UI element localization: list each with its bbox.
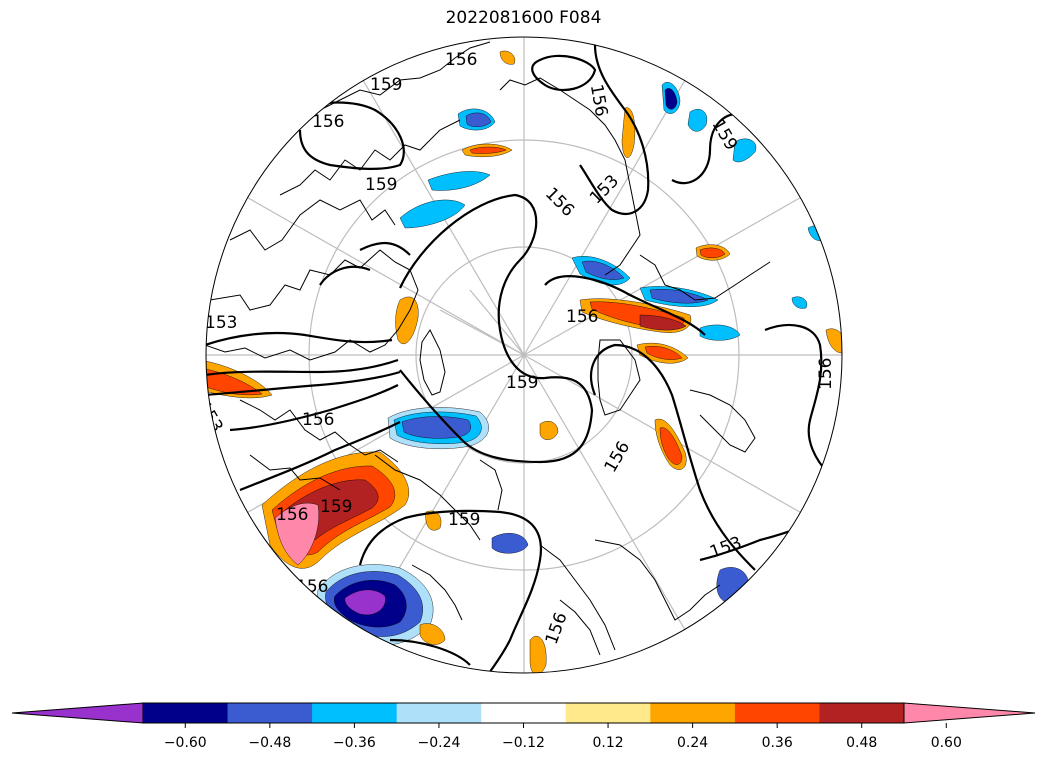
graticule [206,37,842,673]
colorbar-frame [142,702,905,724]
colorbar-bin [650,703,736,723]
svg-text:153: 153 [205,313,237,333]
svg-text:156: 156 [312,112,344,132]
colorbar-tick-label: −0.12 [502,735,545,751]
colorbar-tick-label: 0.36 [762,735,793,751]
polar-map: 156 159 156 159 156 153 159 156 153 156 … [205,36,843,674]
colorbar-bin [143,703,229,723]
colorbar-tick-label: −0.24 [417,735,460,751]
colorbar-bin [396,703,482,723]
svg-text:156: 156 [276,505,308,525]
height-contours [206,44,831,673]
colorbar-bin [227,703,313,723]
map-boundary [205,36,843,674]
svg-text:159: 159 [365,175,397,195]
svg-text:159: 159 [506,373,538,393]
svg-text:159: 159 [370,75,402,95]
colorbar-bin [481,703,567,723]
colorbar-bin [565,703,651,723]
colorbar-tick-label: 0.12 [592,735,623,751]
colorbar-bin [312,703,398,723]
colorbar-tick-label: 0.60 [931,735,962,751]
svg-text:159: 159 [448,510,480,530]
colorbar-tick-label: −0.48 [248,735,291,751]
colorbar-under-triangle [11,702,144,724]
svg-text:159: 159 [320,497,352,517]
colorbar-over-triangle [903,702,1036,724]
svg-text:156: 156 [445,50,477,70]
colorbar-tick-label: 0.24 [677,735,708,751]
colorbar-bin [819,703,905,723]
colorbar-tick-label: −0.60 [164,735,207,751]
svg-text:156: 156 [816,358,836,390]
svg-text:156: 156 [302,410,334,430]
colorbar-tick-label: −0.36 [333,735,376,751]
svg-text:156: 156 [296,577,328,597]
colorbar-bin [734,703,820,723]
shaded-field [206,50,842,673]
map-title: 2022081600 F084 [445,8,602,28]
svg-text:156: 156 [566,307,598,327]
colorbar-tick-label: 0.48 [846,735,877,751]
coastlines [206,41,771,656]
